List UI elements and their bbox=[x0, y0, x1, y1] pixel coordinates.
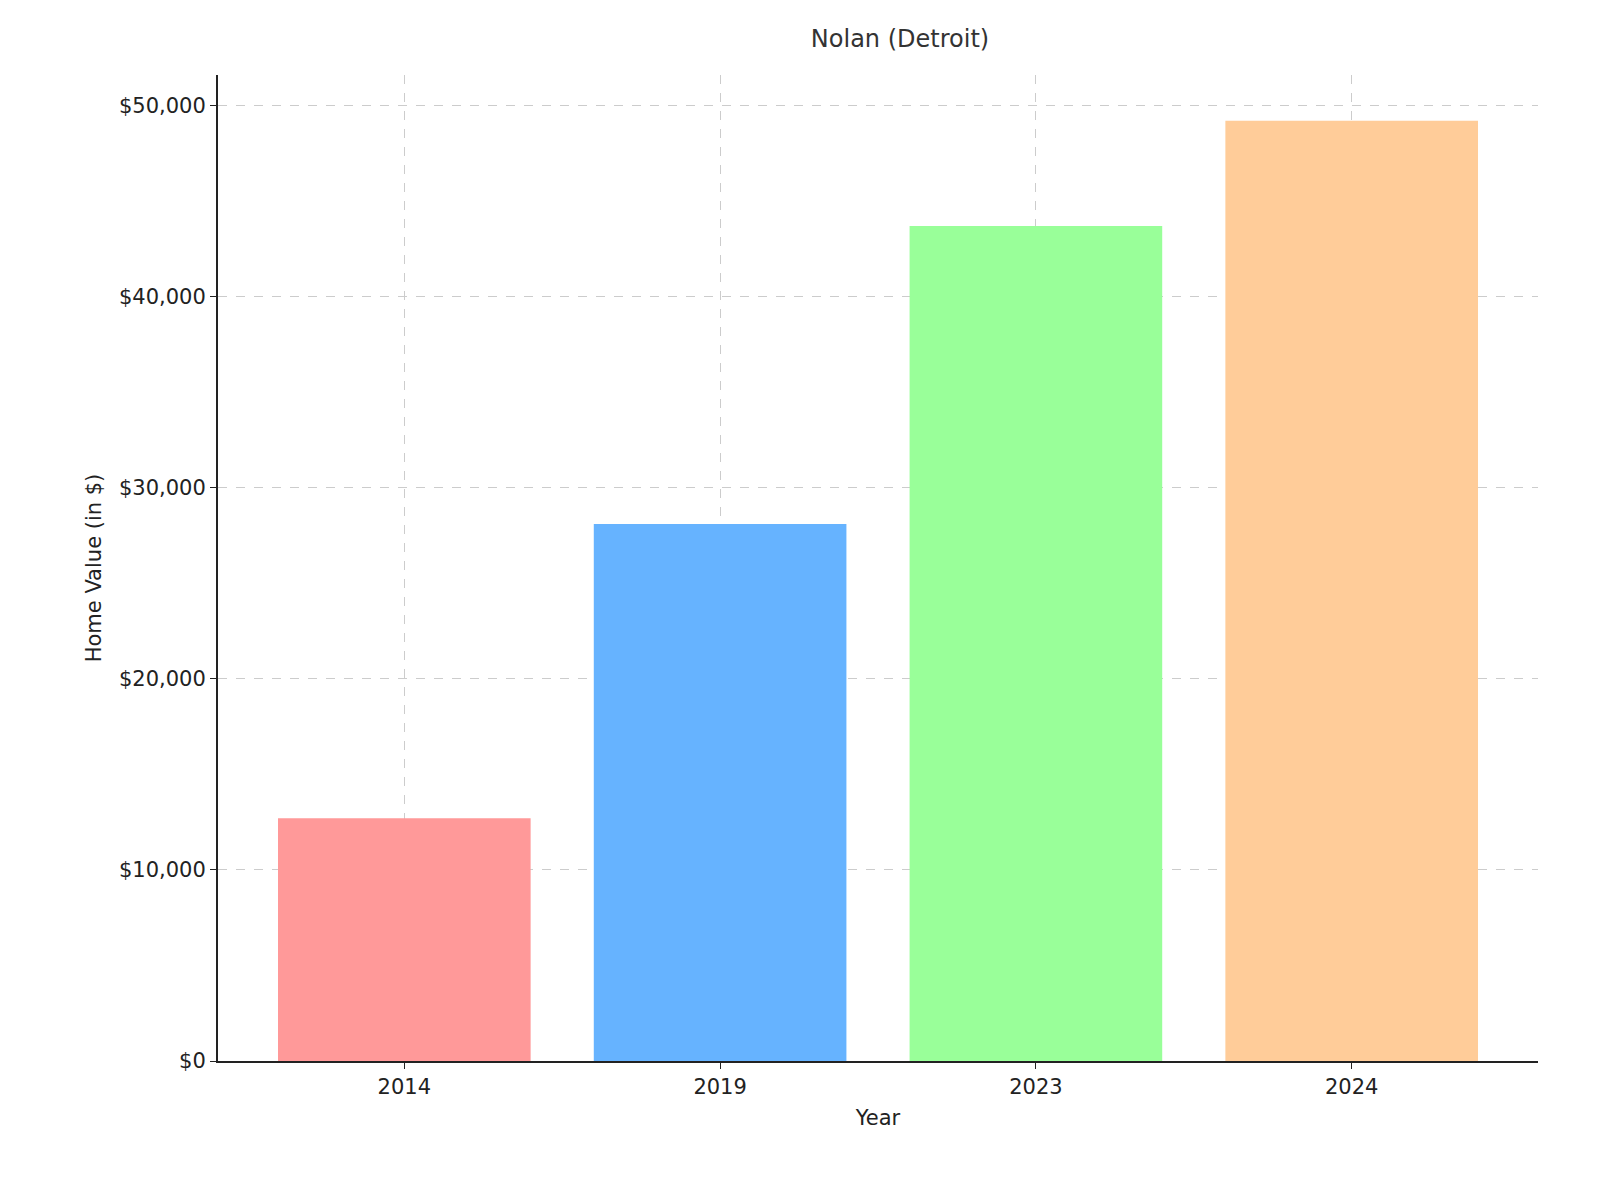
svg-text:2014: 2014 bbox=[378, 1075, 431, 1099]
svg-text:2024: 2024 bbox=[1325, 1075, 1378, 1099]
svg-text:$20,000: $20,000 bbox=[119, 667, 206, 691]
svg-text:$10,000: $10,000 bbox=[119, 858, 206, 882]
svg-text:2019: 2019 bbox=[693, 1075, 746, 1099]
svg-text:2023: 2023 bbox=[1009, 1075, 1062, 1099]
svg-text:$40,000: $40,000 bbox=[119, 285, 206, 309]
svg-text:$0: $0 bbox=[179, 1049, 206, 1073]
svg-text:Home Value (in $): Home Value (in $) bbox=[82, 474, 106, 663]
svg-text:$30,000: $30,000 bbox=[119, 476, 206, 500]
svg-text:Nolan (Detroit): Nolan (Detroit) bbox=[811, 25, 989, 53]
svg-text:Year: Year bbox=[855, 1106, 901, 1130]
svg-text:$50,000: $50,000 bbox=[119, 94, 206, 118]
